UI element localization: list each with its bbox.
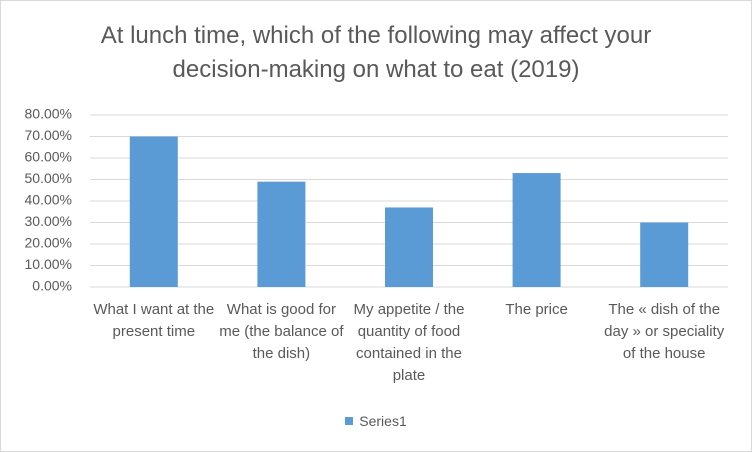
x-tick-label: My appetite / the quantity of food conta…: [353, 301, 465, 384]
x-tick-label: What I want at the present time: [93, 301, 215, 340]
y-tick-label: 20.00%: [25, 235, 72, 251]
y-tick-label: 0.00%: [32, 278, 72, 294]
bar: [129, 136, 178, 287]
y-tick-label: 40.00%: [25, 192, 72, 208]
y-tick-label: 10.00%: [25, 256, 72, 272]
x-tick-label: The « dish of the day » or speciality of…: [604, 301, 725, 362]
x-tick-label: The price: [505, 301, 568, 318]
bar: [385, 207, 433, 287]
y-tick-label: 70.00%: [25, 127, 72, 143]
y-tick-label: 60.00%: [25, 149, 72, 165]
legend-label: Series1: [359, 413, 407, 429]
legend: Series1: [1, 413, 751, 429]
bar: [512, 173, 561, 287]
y-tick-label: 50.00%: [25, 170, 72, 186]
y-tick-label: 30.00%: [25, 213, 72, 229]
bar: [257, 181, 306, 287]
legend-swatch: [345, 417, 354, 425]
x-tick-label: What is good for me (the balance of the …: [219, 301, 344, 362]
bar: [640, 222, 689, 287]
chart-title: At lunch time, which of the following ma…: [100, 22, 652, 83]
y-tick-label: 80.00%: [25, 106, 72, 122]
